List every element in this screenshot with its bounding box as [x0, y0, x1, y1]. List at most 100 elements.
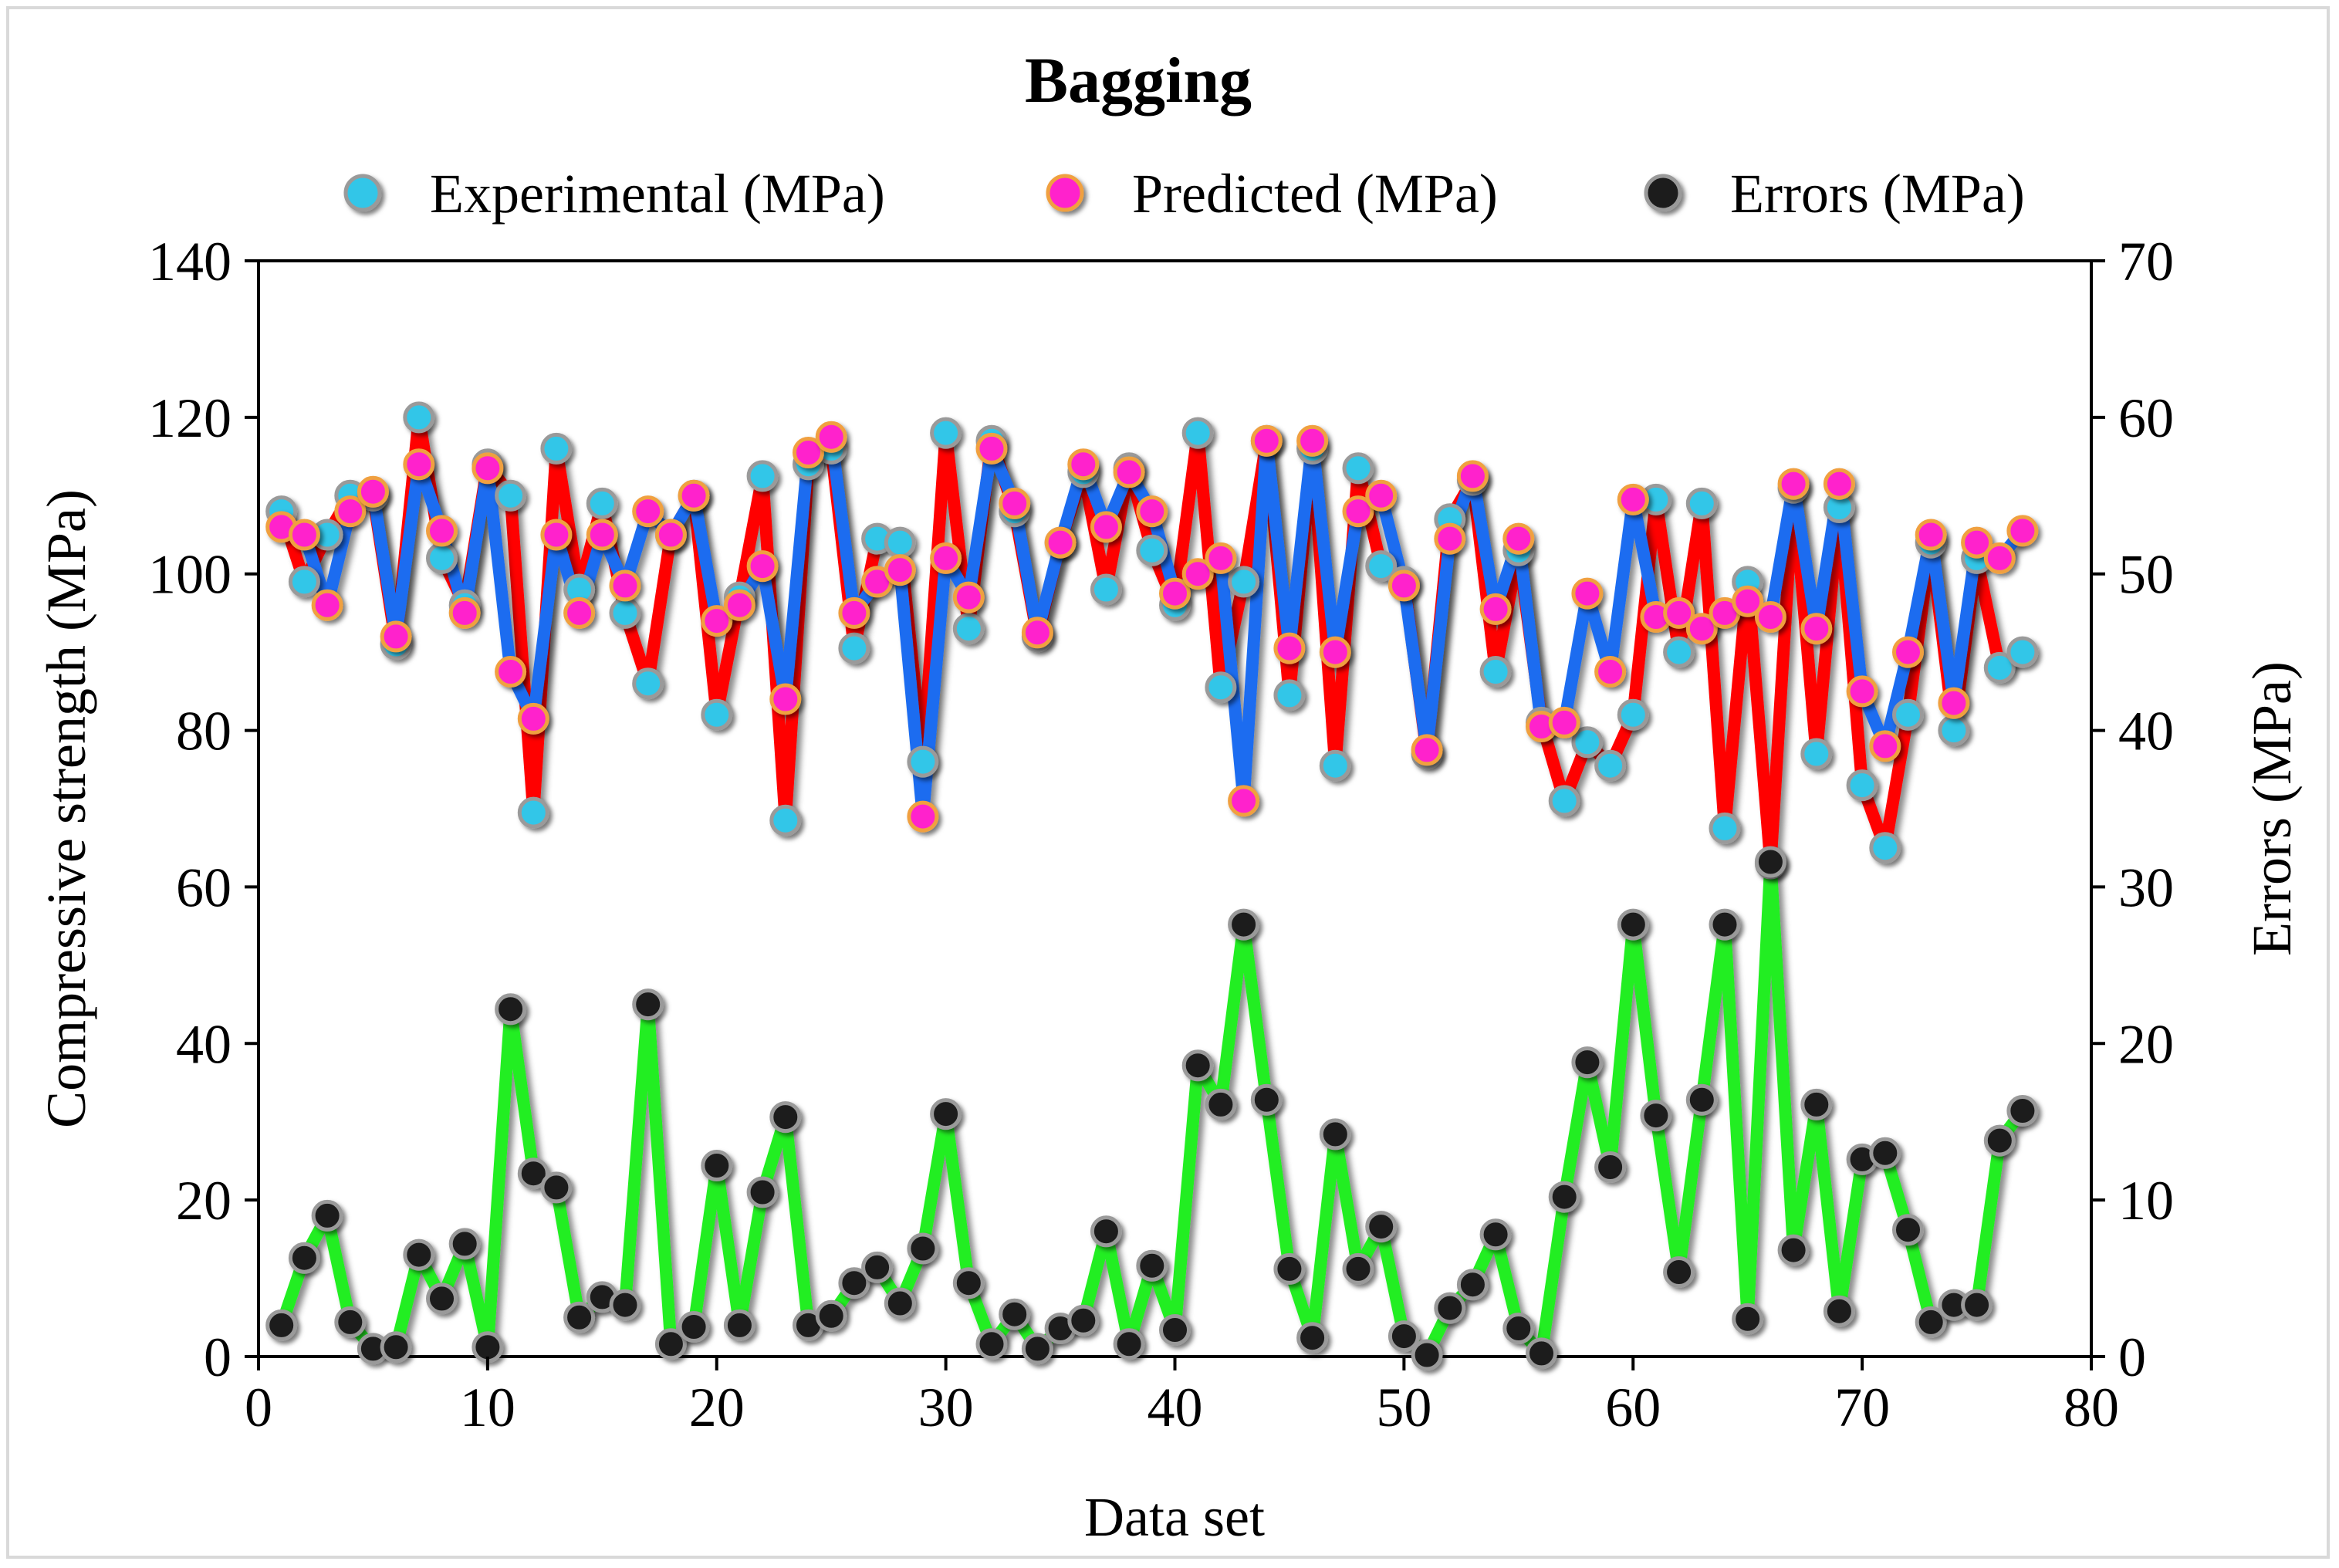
data-point — [815, 421, 847, 453]
legend-label: Experimental (MPa) — [430, 163, 885, 225]
x-tick-label: 10 — [460, 1377, 515, 1438]
data-point — [1159, 1314, 1191, 1346]
data-point — [1273, 679, 1306, 711]
x-tick-label: 80 — [2064, 1377, 2119, 1438]
data-point — [1846, 769, 1878, 802]
data-point — [1983, 651, 2016, 684]
data-point — [1663, 1256, 1695, 1288]
data-point — [999, 1298, 1031, 1330]
series-markers-1 — [265, 421, 2039, 833]
data-point — [1892, 698, 1924, 731]
data-point — [746, 460, 779, 492]
data-point — [1365, 550, 1398, 583]
data-point — [632, 495, 664, 528]
data-point — [1685, 613, 1718, 645]
y-tick-label: 140 — [148, 231, 232, 292]
data-point — [586, 487, 618, 519]
data-point — [1892, 636, 1924, 668]
data-point — [495, 993, 527, 1026]
data-point — [838, 596, 870, 629]
data-point — [1388, 569, 1420, 602]
data-point — [540, 1171, 573, 1204]
data-point — [1021, 1333, 1053, 1365]
data-point — [1205, 671, 1237, 704]
data-point — [1663, 596, 1695, 629]
data-point — [701, 605, 733, 637]
data-point — [1181, 558, 1214, 590]
data-point — [403, 401, 435, 434]
data-point — [1342, 452, 1374, 485]
data-point — [1136, 495, 1168, 528]
legend-marker — [343, 174, 382, 212]
data-point — [1479, 656, 1512, 688]
data-point — [1961, 1289, 1993, 1321]
y2-tick-label: 30 — [2118, 857, 2174, 918]
x-axis-label: Data set — [1084, 1486, 1265, 1548]
data-point — [678, 1311, 710, 1343]
y2-tick-label: 50 — [2118, 544, 2174, 606]
data-point — [1090, 1215, 1122, 1248]
data-point — [654, 1328, 687, 1360]
data-point — [1365, 1211, 1398, 1243]
data-point — [1823, 1295, 1855, 1327]
data-point — [1090, 511, 1122, 543]
data-point — [1136, 1249, 1168, 1282]
data-point — [1228, 566, 1260, 598]
data-point — [1205, 1088, 1237, 1120]
data-point — [1594, 1151, 1627, 1183]
axes-layer: 0 10 20 30 40 50 60 70 8002040608010012014001020… — [148, 231, 2174, 1438]
data-point — [1800, 613, 1833, 645]
data-point — [1938, 715, 1970, 747]
data-point — [1479, 1218, 1512, 1251]
data-point — [1250, 1083, 1283, 1116]
x-tick-label: 70 — [1834, 1377, 1890, 1438]
data-point — [2006, 636, 2039, 668]
data-point — [952, 1267, 985, 1299]
data-point — [678, 479, 710, 512]
data-point — [1685, 487, 1718, 519]
y-tick-label: 60 — [176, 857, 232, 918]
data-point — [884, 1287, 916, 1320]
data-point — [1777, 468, 1810, 500]
data-point — [540, 519, 573, 551]
data-point — [472, 452, 504, 485]
y2-tick-label: 0 — [2118, 1326, 2146, 1388]
data-point — [1273, 1252, 1306, 1285]
data-point — [1044, 526, 1077, 559]
data-point — [838, 1267, 870, 1299]
data-point — [311, 1199, 343, 1232]
data-point — [334, 495, 367, 528]
data-point — [563, 1301, 596, 1333]
data-point — [1571, 726, 1604, 759]
y-tick-label: 80 — [176, 701, 232, 762]
data-point — [975, 1328, 1008, 1360]
data-point — [357, 475, 389, 508]
data-point — [1800, 1088, 1833, 1120]
data-point — [632, 667, 664, 700]
data-point — [1228, 908, 1260, 941]
data-point — [2006, 1095, 2039, 1127]
data-point — [746, 550, 779, 583]
data-point — [517, 796, 549, 829]
data-point — [495, 656, 527, 688]
data-point — [1365, 479, 1398, 512]
data-point — [1205, 542, 1237, 574]
y-tick-label: 100 — [148, 544, 232, 606]
data-point — [540, 432, 573, 465]
data-point — [1961, 526, 1993, 559]
data-point — [426, 542, 458, 574]
data-point — [884, 526, 916, 559]
data-point — [1136, 534, 1168, 566]
data-point — [288, 519, 320, 551]
data-point — [838, 632, 870, 664]
data-point — [426, 515, 458, 547]
y2-tick-label: 70 — [2118, 231, 2174, 292]
y2-tick-label: 60 — [2118, 387, 2174, 449]
data-point — [403, 448, 435, 481]
data-point — [2006, 515, 2039, 547]
data-point — [380, 620, 412, 653]
data-point — [380, 1331, 412, 1364]
data-point — [1617, 483, 1649, 515]
data-point — [1388, 1320, 1420, 1353]
